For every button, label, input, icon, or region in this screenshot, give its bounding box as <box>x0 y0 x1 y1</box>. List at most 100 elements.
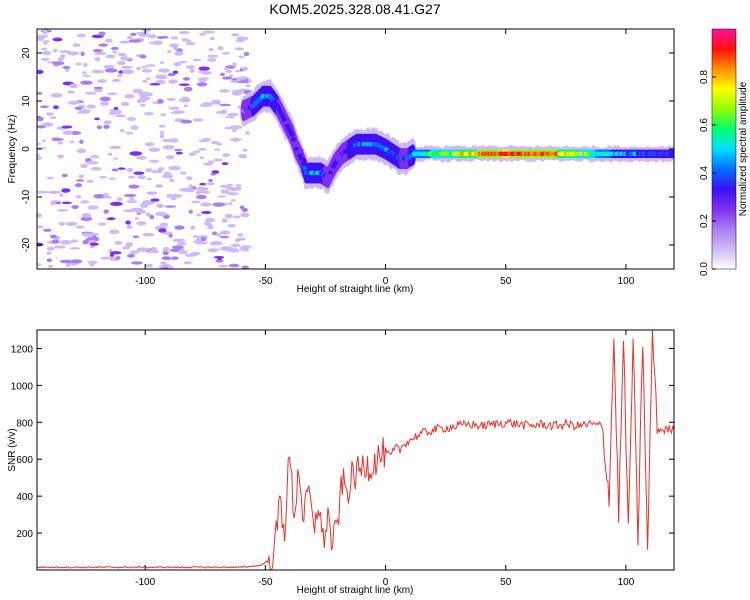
noise-blob <box>61 188 71 193</box>
noise-blob <box>234 249 240 253</box>
noise-blob <box>37 213 43 218</box>
noise-blob <box>143 111 154 116</box>
noise-blob <box>234 47 245 51</box>
noise-blob <box>138 91 151 97</box>
noise-blob <box>90 166 102 171</box>
noise-blob <box>136 221 147 226</box>
noise-blob <box>77 110 91 114</box>
noise-blob <box>132 235 140 239</box>
noise-blob <box>217 46 224 51</box>
noise-blob <box>169 193 183 198</box>
noise-blob <box>66 51 80 56</box>
noise-blob <box>111 78 121 83</box>
noise-blob <box>118 52 124 57</box>
noise-blob <box>125 131 134 135</box>
colorbar-tick-label: 0.6 <box>699 118 710 132</box>
noise-blob <box>215 110 227 115</box>
noise-blob <box>168 106 180 110</box>
noise-blob <box>143 200 151 203</box>
noise-blob <box>130 261 143 265</box>
noise-blob <box>39 105 49 109</box>
noise-blob <box>210 101 222 105</box>
noise-blob <box>164 205 177 208</box>
noise-blob <box>97 79 107 83</box>
snr-plot-area <box>37 330 674 570</box>
noise-blob <box>124 209 132 213</box>
noise-blob <box>129 197 135 202</box>
noise-blob <box>144 142 155 147</box>
noise-blob <box>115 256 121 260</box>
snr-y-axis-label: SNR (v/v) <box>7 428 18 471</box>
noise-blob <box>104 64 109 69</box>
noise-blob <box>158 68 171 73</box>
noise-blob <box>237 80 250 84</box>
noise-blob <box>195 194 207 200</box>
noise-blob <box>168 233 173 238</box>
noise-blob <box>37 34 49 38</box>
noise-blob <box>50 93 63 98</box>
noise-blob <box>109 145 122 150</box>
noise-blob <box>149 214 155 220</box>
noise-blob <box>83 62 88 68</box>
noise-blob <box>110 201 123 206</box>
noise-blob <box>41 122 54 127</box>
noise-blob <box>59 240 72 245</box>
noise-blob <box>40 47 48 51</box>
noise-blob <box>99 96 111 102</box>
noise-blob <box>157 98 164 104</box>
noise-blob <box>166 97 176 101</box>
noise-blob <box>85 160 99 165</box>
noise-blob <box>128 184 140 189</box>
noise-blob <box>117 73 123 78</box>
noise-blob <box>80 163 88 168</box>
noise-blob <box>67 100 80 105</box>
noise-blob <box>162 138 174 143</box>
noise-blob <box>219 72 226 77</box>
noise-blob <box>128 39 142 43</box>
noise-blob <box>230 243 241 248</box>
noise-blob <box>170 36 179 40</box>
noise-blob <box>154 211 167 217</box>
noise-blob <box>61 173 68 178</box>
noise-blob <box>159 222 169 227</box>
noise-blob <box>42 50 51 56</box>
snr-x-tick-label: 0 <box>383 577 389 588</box>
noise-blob <box>127 117 137 122</box>
noise-blob <box>117 167 126 170</box>
noise-blob <box>37 69 44 74</box>
noise-blob <box>81 71 87 75</box>
noise-blob <box>225 70 233 73</box>
noise-blob <box>189 68 195 73</box>
noise-blob <box>126 35 134 40</box>
noise-blob <box>56 209 69 212</box>
noise-blob <box>200 70 212 75</box>
noise-blob <box>145 263 153 268</box>
noise-blob <box>130 32 137 36</box>
noise-blob <box>192 150 201 154</box>
noise-blob <box>157 167 165 171</box>
spectrogram-y-axis-label: Frequency (Hz) <box>7 115 18 184</box>
noise-blob <box>159 131 165 135</box>
noise-blob <box>196 213 202 217</box>
noise-blob <box>142 232 155 237</box>
noise-blob <box>229 137 242 142</box>
noise-blob <box>93 51 107 56</box>
noise-blob <box>174 51 184 56</box>
spectrogram-x-tick-label: 0 <box>383 276 389 287</box>
noise-blob <box>125 242 134 247</box>
noise-blob <box>225 186 235 190</box>
noise-blob <box>235 76 247 81</box>
spectrogram-y-tick-label: 0 <box>21 146 32 152</box>
noise-blob <box>240 66 249 71</box>
noise-blob <box>150 198 160 202</box>
noise-blob <box>50 234 57 239</box>
noise-blob <box>153 40 163 46</box>
noise-blob <box>161 256 171 260</box>
noise-blob <box>90 154 100 159</box>
snr-x-tick-label: -50 <box>258 577 273 588</box>
noise-blob <box>192 118 203 122</box>
ridge-core <box>300 161 306 166</box>
noise-blob <box>42 40 50 43</box>
noise-blob <box>240 212 250 218</box>
noise-blob <box>145 168 154 173</box>
